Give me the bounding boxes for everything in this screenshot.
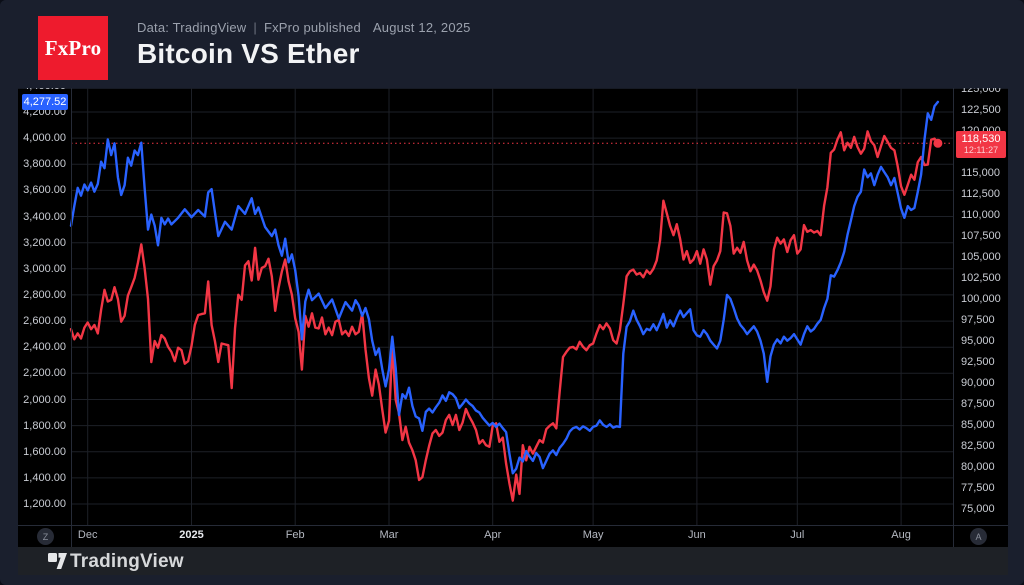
right-axis-tick: 107,500: [961, 230, 1001, 242]
left-axis-tick: 3,400.00: [23, 210, 66, 223]
left-axis-tick: 2,600.00: [23, 315, 66, 328]
left-axis-tick: 3,000.00: [23, 262, 66, 275]
header: FxPro Data: TradingView | FxPro published A…: [0, 0, 1024, 88]
ether-last-price-badge: 4,277.52: [22, 93, 68, 110]
right-axis-tick: 112,500: [961, 188, 1000, 200]
time-axis-border: [18, 525, 1008, 526]
header-text: Data: TradingView | FxPro published August …: [137, 20, 471, 69]
right-axis-tick: 122,500: [961, 104, 1001, 116]
right-axis-tick: 80,000: [961, 461, 995, 473]
right-axis-button[interactable]: A: [970, 528, 987, 545]
time-axis-tick: Jul: [790, 529, 805, 541]
right-axis-tick: 110,000: [961, 209, 1000, 221]
right-axis-tick: 77,500: [961, 482, 995, 494]
data-source-label: Data: TradingView: [137, 20, 247, 35]
left-axis-tick: 1,200.00: [23, 498, 66, 510]
time-axis-tick: Feb: [285, 529, 305, 541]
right-axis-tick: 92,500: [961, 356, 995, 368]
left-axis-tick: 2,800.00: [23, 288, 66, 301]
chart-top-border: [18, 88, 1008, 89]
plot-area[interactable]: [18, 88, 1008, 525]
tradingview-footer: TradingView: [18, 547, 1008, 575]
time-axis-tick: Aug: [891, 529, 911, 541]
page-title: Bitcoin VS Ether: [137, 38, 360, 69]
right-axis-tick: 125,000: [961, 88, 1001, 95]
time-axis-tick: Dec: [77, 529, 98, 541]
time-axis-tick: Mar: [379, 529, 399, 541]
left-axis-tick: 2,000.00: [23, 393, 66, 406]
meta-line: Data: TradingView | FxPro published August …: [137, 20, 471, 35]
left-axis-tick: 2,200.00: [23, 367, 66, 380]
left-axis-tick: 3,600.00: [23, 184, 66, 197]
left-price-axis[interactable]: 4,400.004,200.004,000.003,800.003,600.00…: [18, 88, 71, 525]
right-axis-tick: 75,000: [961, 503, 995, 515]
right-axis-tick: 97,500: [961, 314, 995, 326]
separator: |: [253, 20, 257, 35]
right-axis-button-label: A: [975, 531, 982, 542]
bitcoin-last-price-dot: [933, 138, 943, 148]
right-axis-border: [953, 88, 954, 547]
right-axis-tick: 87,500: [961, 398, 995, 410]
bitcoin-line: [69, 130, 940, 502]
left-axis-border: [71, 88, 72, 547]
right-axis-tick: 105,000: [961, 251, 1001, 263]
left-axis-button-label: Z: [42, 531, 49, 542]
left-axis-tick: 1,400.00: [23, 471, 66, 484]
publish-date: August 12, 2025: [372, 20, 471, 35]
left-axis-tick: 1,800.00: [23, 419, 66, 432]
fxpro-logo: FxPro: [38, 16, 108, 80]
left-axis-button[interactable]: Z: [37, 528, 54, 545]
ether-line: [69, 100, 940, 475]
time-axis-tick: Jun: [688, 529, 706, 541]
bitcoin-last-price-badge: 118,530 12:11:27: [956, 131, 1006, 159]
price-chart[interactable]: 4,400.004,200.004,000.003,800.003,600.00…: [18, 88, 1008, 547]
tradingview-logo-icon[interactable]: [48, 552, 67, 574]
left-axis-tick: 4,000.00: [23, 132, 66, 145]
right-axis-tick: 85,000: [961, 419, 995, 431]
grid: [71, 88, 953, 525]
publisher-label: FxPro published: [263, 20, 361, 35]
ether-last-price: 4,277.52: [23, 95, 67, 108]
time-axis-tick: 2025: [179, 529, 204, 541]
time-axis-tick: May: [582, 529, 604, 541]
left-axis-tick: 2,400.00: [23, 341, 66, 354]
bitcoin-last-price: 118,530: [961, 133, 1001, 146]
right-axis-tick: 100,000: [961, 293, 1001, 305]
right-axis-tick: 82,500: [961, 440, 995, 452]
time-axis[interactable]: Dec 2025 Feb Mar Apr May Jun Jul Aug: [18, 525, 1008, 547]
right-axis-tick: 90,000: [961, 377, 995, 389]
right-axis-tick: 95,000: [961, 335, 995, 347]
fxpro-logo-text: FxPro: [44, 35, 102, 60]
right-axis-tick: 115,000: [961, 167, 1000, 179]
time-axis-tick: Apr: [484, 529, 502, 541]
right-axis-tick: 102,500: [961, 272, 1001, 284]
right-price-axis[interactable]: 125,000122,500120,000117,500115,000112,5…: [953, 88, 1008, 525]
tradingview-brand[interactable]: TradingView: [70, 551, 184, 572]
bar-countdown-timer: 12:11:27: [963, 145, 999, 156]
left-axis-tick: 4,400.00: [18, 88, 66, 93]
left-axis-tick: 3,800.00: [23, 158, 66, 171]
left-axis-tick: 1,600.00: [23, 445, 66, 458]
left-axis-tick: 3,200.00: [23, 236, 66, 249]
